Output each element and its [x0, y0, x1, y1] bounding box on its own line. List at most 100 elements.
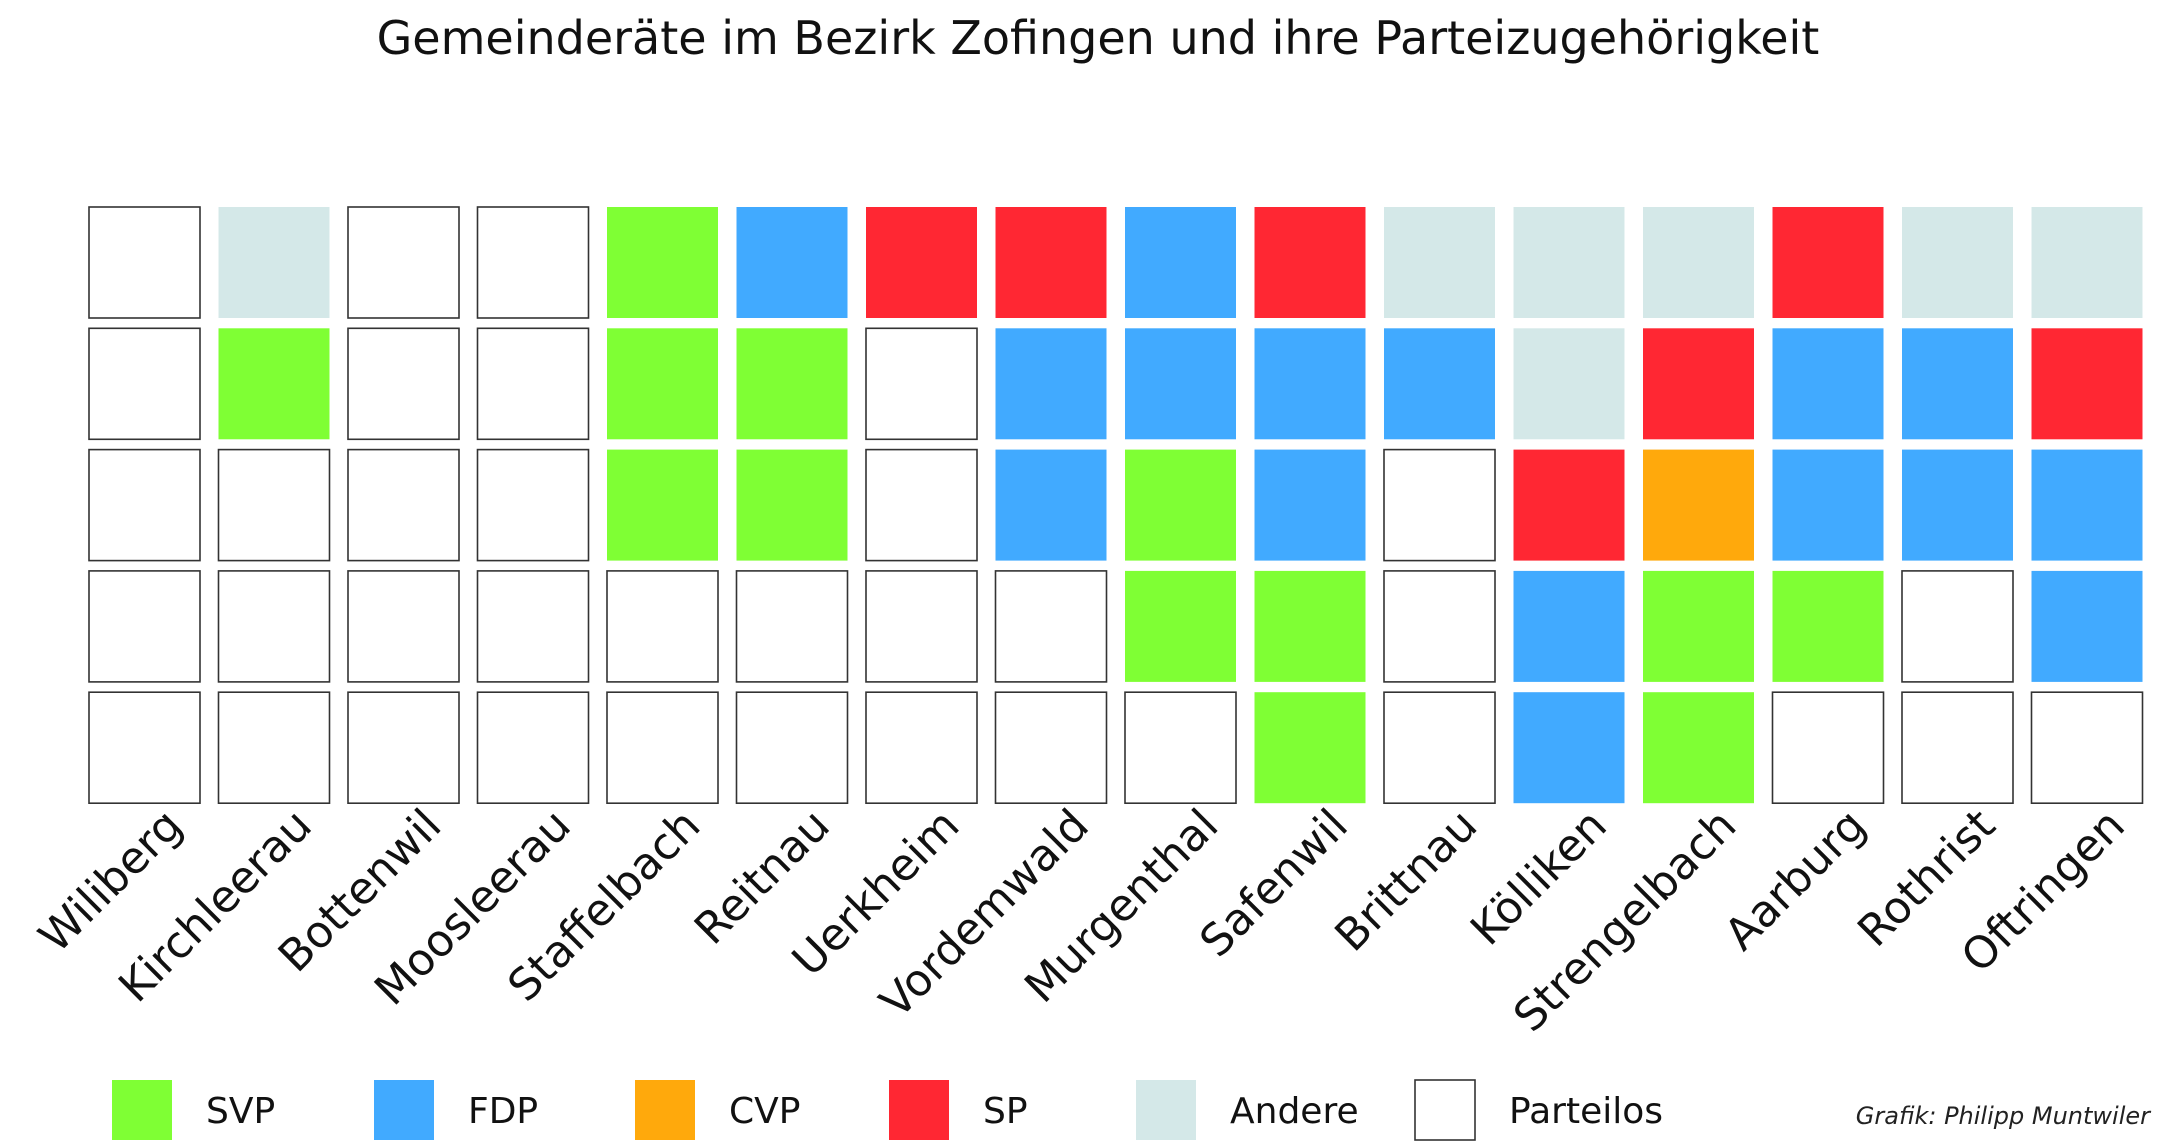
seat-cell — [2031, 328, 2143, 440]
seat-cell — [865, 448, 978, 562]
seat-cell — [88, 691, 201, 805]
seat-cell — [1254, 692, 1366, 804]
seat-cell — [736, 328, 848, 440]
seat-cell — [607, 328, 718, 440]
legend-label: FDP — [468, 1091, 538, 1132]
seat-cell — [476, 691, 590, 805]
seat-cell — [1125, 207, 1236, 318]
legend-swatch — [1136, 1080, 1196, 1140]
legend-swatch — [635, 1080, 695, 1140]
seat-cell — [1384, 207, 1495, 318]
seat-cell — [88, 206, 201, 319]
seat-cell — [1513, 207, 1625, 318]
seat-cell — [1125, 449, 1236, 561]
seat-cell — [88, 327, 201, 441]
seat-cell — [1254, 449, 1366, 561]
seat-cell — [1125, 328, 1236, 440]
seat-cell — [606, 570, 719, 683]
seat-cell — [2030, 691, 2144, 805]
legend: SVP FDP CVP SP Andere Parteilos — [112, 1079, 1663, 1141]
seat-cell — [218, 328, 330, 440]
seat-cell — [217, 448, 331, 562]
seat-cell — [865, 570, 978, 683]
seat-cell — [1383, 691, 1496, 805]
legend-label: Parteilos — [1509, 1091, 1663, 1132]
seat-cell — [606, 691, 719, 805]
seat-cell — [735, 570, 849, 683]
seat-cell — [476, 448, 590, 562]
seat-cell — [88, 570, 201, 683]
seat-cell — [347, 448, 460, 562]
seat-cell — [1902, 449, 2013, 561]
legend-swatch — [374, 1080, 434, 1140]
seat-cell — [2031, 207, 2143, 318]
seat-cell — [1254, 207, 1366, 318]
seat-cell — [218, 207, 330, 318]
seat-cell — [1384, 328, 1495, 440]
seat-cell — [1383, 570, 1496, 683]
seat-cell — [1643, 692, 1754, 804]
seat-cell — [1772, 207, 1884, 318]
legend-label: SP — [983, 1091, 1028, 1132]
seat-cell — [217, 691, 331, 805]
seat-cell — [476, 327, 590, 441]
seat-cell — [994, 691, 1108, 805]
seat-cell — [1513, 570, 1625, 682]
seat-cell — [1254, 328, 1366, 440]
seat-cell — [735, 691, 849, 805]
seat-cell — [1771, 691, 1885, 805]
municipality-label: Aarburg — [1715, 800, 1876, 961]
seat-cell — [347, 691, 460, 805]
seat-cell — [1901, 691, 2014, 805]
seat-cell — [476, 206, 590, 319]
seat-cell — [865, 691, 978, 805]
seat-cell — [1513, 449, 1625, 561]
seat-cell — [1513, 328, 1625, 440]
seat-cell — [1643, 449, 1754, 561]
seat-cell — [476, 570, 590, 683]
seat-cell — [1513, 692, 1625, 804]
legend-label: Andere — [1230, 1091, 1359, 1132]
seat-cell — [1901, 570, 2014, 683]
seat-cell — [995, 449, 1107, 561]
seat-cell — [1772, 570, 1884, 682]
municipality-label: Brittnau — [1326, 800, 1488, 962]
seat-cell — [2031, 449, 2143, 561]
seat-cell — [1125, 570, 1236, 682]
seat-cell — [736, 207, 848, 318]
seat-cell — [347, 570, 460, 683]
seat-cell — [1383, 448, 1496, 562]
seat-cell — [1124, 691, 1237, 805]
seat-cell — [1643, 570, 1754, 682]
legend-swatch — [889, 1080, 949, 1140]
seat-cell — [1772, 328, 1884, 440]
seat-cell — [607, 207, 718, 318]
seat-cell — [866, 207, 977, 318]
legend-swatch — [112, 1080, 172, 1140]
seat-cell — [347, 327, 460, 441]
seat-cell — [88, 448, 201, 562]
seat-cell — [994, 570, 1108, 683]
seat-cell — [865, 327, 978, 441]
seat-cell — [736, 449, 848, 561]
seat-cell — [1643, 328, 1754, 440]
seat-cell — [217, 570, 331, 683]
legend-label: CVP — [729, 1091, 800, 1132]
seat-cell — [995, 328, 1107, 440]
seat-cell — [607, 449, 718, 561]
legend-label: SVP — [206, 1091, 275, 1132]
seat-cell — [2031, 570, 2143, 682]
municipality-labels: WilibergKirchleerauBottenwilMoosleerauSt… — [29, 800, 2134, 1042]
seat-cell — [1254, 570, 1366, 682]
seat-cell — [1772, 449, 1884, 561]
seat-cell — [1902, 207, 2013, 318]
chart-credit: Grafik: Philipp Muntwiler — [1856, 1102, 2152, 1130]
seat-cell — [347, 206, 460, 319]
municipality-label: Strengelbach — [1504, 800, 1746, 1042]
seat-grid — [88, 206, 2144, 805]
chart-title: Gemeinderäte im Bezirk Zofingen und ihre… — [377, 11, 1820, 65]
seat-cell — [1643, 207, 1754, 318]
seat-cell — [1902, 328, 2013, 440]
seat-cell — [995, 207, 1107, 318]
